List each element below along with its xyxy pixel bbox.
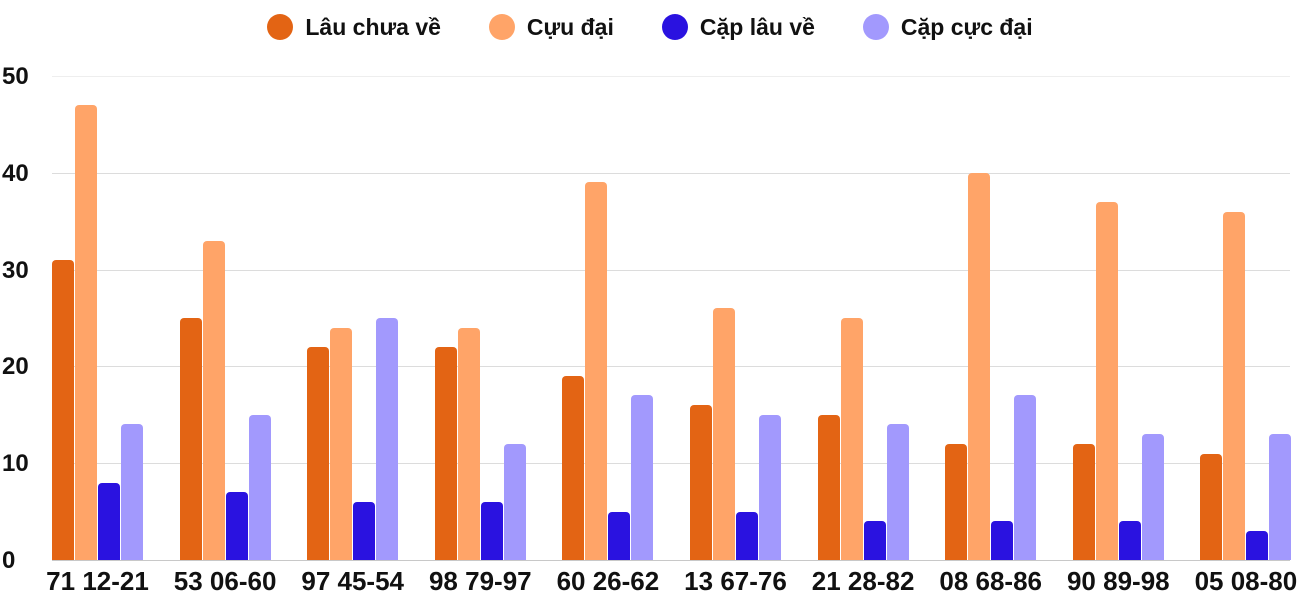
bar[interactable] [307,347,330,560]
x-axis-tick-label: 21 28-82 [811,566,915,596]
bar[interactable] [736,511,758,560]
legend-item-lau-chua-ve[interactable]: Lâu chưa về [267,14,441,41]
bar[interactable] [52,259,74,560]
bar[interactable] [121,424,143,560]
x-axis-tick-label: 90 89-98 [1066,566,1170,596]
bar[interactable] [886,424,909,560]
bar[interactable] [1014,395,1037,560]
bar[interactable] [457,327,480,560]
x-axis-tick-label: 71 12-21 [46,566,149,596]
bar[interactable] [585,182,608,560]
bar[interactable] [690,405,712,560]
bar[interactable] [202,240,225,560]
gridline [52,366,1290,367]
legend-swatch-icon [661,14,688,40]
gridline [52,463,1290,464]
x-axis-tick-label: 05 08-80 [1194,566,1298,596]
bar[interactable] [968,172,991,560]
bar[interactable] [98,482,120,560]
y-axis-tick-label: 10 [2,450,29,478]
bar[interactable] [434,347,457,560]
y-axis-tick-label: 0 [2,547,16,574]
x-axis-tick-label: 98 79-97 [428,566,532,596]
x-axis-tick-label: 08 68-86 [939,566,1043,596]
chart-legend: Lâu chưa về Cựu đại Cặp lâu về Cặp cực đ… [0,8,1300,46]
bar[interactable] [991,521,1014,560]
bar[interactable] [759,414,781,560]
legend-swatch-icon [267,14,294,40]
legend-item-cuu-dai[interactable]: Cựu đại [488,13,614,41]
bar[interactable] [248,414,271,560]
y-axis-tick-label: 50 [2,63,29,90]
y-axis-tick-label: 20 [2,353,29,381]
legend-item-cap-cuc-dai[interactable]: Cặp cực đại [862,13,1033,41]
bar[interactable] [1269,434,1292,560]
legend-item-cap-lau-ve[interactable]: Cặp lâu về [661,13,815,41]
bar[interactable] [225,492,248,560]
legend-label: Cựu đại [526,13,614,40]
bar[interactable] [817,414,840,560]
legend-label: Cặp cực đại [900,13,1033,40]
bar[interactable] [376,318,399,560]
bar[interactable] [713,308,735,560]
bar[interactable] [945,443,968,560]
bar[interactable] [1095,201,1118,560]
bar[interactable] [1200,453,1223,560]
bar[interactable] [179,318,202,560]
legend-swatch-icon [862,14,889,40]
bar[interactable] [631,395,654,560]
x-axis-tick-label: 53 06-60 [173,566,277,596]
legend-label: Lâu chưa về [305,13,441,40]
bar[interactable] [480,501,503,560]
bar[interactable] [840,318,863,560]
legend-swatch-icon [488,14,515,40]
bar[interactable] [1118,521,1141,560]
bar[interactable] [1072,443,1095,560]
legend-label: Cặp lâu về [699,13,815,40]
gridline [52,76,1290,77]
bar[interactable] [503,443,526,560]
x-axis-tick-label: 13 67-76 [684,566,787,596]
y-axis-tick-label: 40 [2,159,29,187]
gridline [52,270,1290,271]
bar[interactable] [75,105,97,560]
bar[interactable] [608,511,631,560]
bar[interactable] [863,521,886,560]
bar[interactable] [1141,434,1164,560]
bar[interactable] [353,501,376,560]
bar[interactable] [1223,211,1246,560]
bar[interactable] [1246,530,1269,560]
y-axis-tick-label: 30 [2,256,29,284]
x-axis-tick-label: 60 26-62 [556,566,660,596]
gridline [52,560,1290,561]
x-axis-tick-label: 97 45-54 [301,566,405,596]
bar[interactable] [330,327,353,560]
gridline [52,173,1290,174]
bar[interactable] [562,376,585,560]
